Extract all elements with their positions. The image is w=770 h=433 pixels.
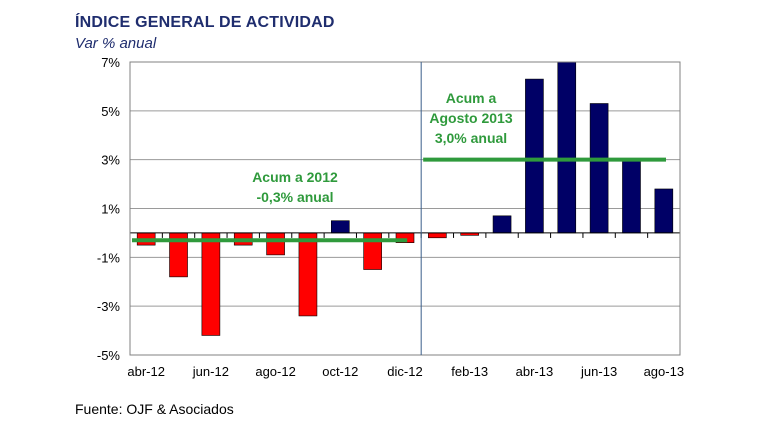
annotation-2013: Agosto 2013 bbox=[429, 110, 512, 126]
annotation-2013: 3,0% anual bbox=[435, 130, 507, 146]
bar-ene-13 bbox=[428, 232, 447, 239]
annotation-2013: Acum a bbox=[446, 90, 497, 106]
x-tick-label: abr-12 bbox=[127, 364, 165, 379]
y-tick-label: -1% bbox=[97, 250, 121, 265]
annotations: Acum a 2012 -0,3% anual Acum a Agosto 2013 3… bbox=[252, 90, 513, 205]
bar-mar-13 bbox=[492, 215, 512, 234]
reference-lines bbox=[132, 157, 666, 243]
y-tick-label: 3% bbox=[101, 153, 120, 168]
y-tick-label: 5% bbox=[101, 104, 120, 119]
y-tick-label: -3% bbox=[97, 299, 121, 314]
chart-subtitle: Var % anual bbox=[75, 35, 157, 52]
annotation-2012: -0,3% anual bbox=[256, 189, 333, 205]
bar-ago-12 bbox=[266, 232, 285, 256]
tick-labels: -5% -3% -1% 1% 3% 5% 7% abr-12 jun-12 ago-12 oct-1… bbox=[97, 55, 684, 379]
bar-sep-12 bbox=[298, 232, 318, 317]
x-tick-label: jun-12 bbox=[192, 364, 229, 379]
bar-ago-13 bbox=[654, 188, 674, 234]
x-tick-label: oct-12 bbox=[322, 364, 358, 379]
bars bbox=[136, 61, 674, 336]
x-tick-label: dic-12 bbox=[387, 364, 422, 379]
x-tick-label: ago-12 bbox=[255, 364, 295, 379]
annotation-2012: Acum a 2012 bbox=[252, 169, 338, 185]
x-tick-label: feb-13 bbox=[451, 364, 488, 379]
x-tick-label: abr-13 bbox=[516, 364, 554, 379]
source-note: Fuente: OJF & Asociados bbox=[75, 401, 234, 417]
plot-frame bbox=[129, 61, 681, 356]
chart-title: ÍNDICE GENERAL DE ACTIVIDAD bbox=[75, 14, 335, 31]
y-tick-label: -5% bbox=[97, 348, 121, 363]
y-tick-label: 1% bbox=[101, 202, 120, 217]
bar-may-13 bbox=[557, 61, 577, 234]
bar-abr-13 bbox=[525, 78, 544, 234]
bar-jun-13 bbox=[589, 103, 609, 234]
x-tick-label: jun-13 bbox=[580, 364, 617, 379]
x-tick-label: ago-13 bbox=[644, 364, 684, 379]
y-tick-label: 7% bbox=[101, 55, 120, 70]
bar-jul-13 bbox=[622, 159, 641, 234]
bar-jun-12 bbox=[201, 232, 221, 336]
axes bbox=[129, 61, 681, 356]
bar-oct-12 bbox=[330, 220, 350, 234]
